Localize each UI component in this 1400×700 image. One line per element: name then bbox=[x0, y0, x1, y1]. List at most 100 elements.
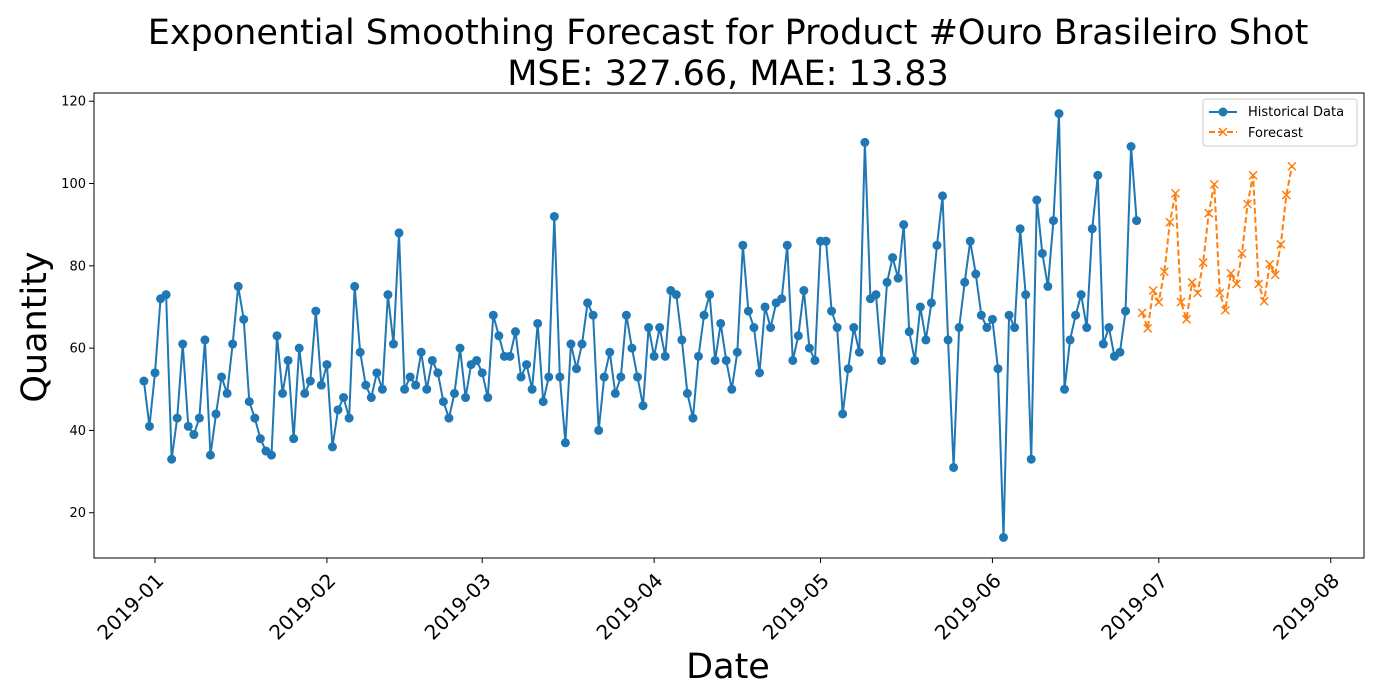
historical-point bbox=[510, 327, 520, 337]
historical-point bbox=[217, 372, 227, 382]
historical-point bbox=[377, 384, 387, 394]
historical-point bbox=[272, 331, 282, 341]
y-tick-label: 60 bbox=[69, 342, 86, 357]
historical-point bbox=[1026, 454, 1036, 464]
historical-point bbox=[527, 384, 537, 394]
historical-point bbox=[993, 364, 1003, 374]
historical-point bbox=[777, 294, 787, 304]
historical-point bbox=[1132, 216, 1142, 226]
x-axis-label: Date bbox=[686, 647, 770, 687]
forecast-point bbox=[1137, 308, 1147, 318]
historical-point bbox=[616, 372, 626, 382]
historical-point bbox=[549, 211, 559, 221]
historical-point bbox=[494, 331, 504, 341]
historical-point bbox=[694, 351, 703, 361]
historical-point bbox=[854, 347, 864, 357]
historical-point bbox=[422, 384, 432, 394]
x-axis: 2019-01 2019-02 2019-03 2019-04 2019-05 2019-… bbox=[92, 558, 1344, 645]
historical-point bbox=[671, 290, 681, 300]
legend-frame bbox=[1202, 98, 1358, 147]
forecast-point bbox=[1226, 268, 1236, 278]
historical-point bbox=[211, 409, 221, 419]
legend-historical-label: Historical Data bbox=[1248, 105, 1344, 120]
series-layer bbox=[139, 109, 1297, 542]
forecast-point bbox=[1270, 270, 1280, 280]
historical-point bbox=[266, 450, 276, 460]
forecast-point bbox=[1176, 297, 1186, 307]
x-tick-label: 2019-01 bbox=[92, 568, 168, 644]
historical-point bbox=[1076, 290, 1086, 300]
historical-point bbox=[638, 401, 648, 411]
historical-point bbox=[1048, 216, 1058, 226]
historical-point bbox=[250, 413, 260, 423]
historical-point bbox=[605, 347, 615, 357]
forecast-point bbox=[1220, 305, 1230, 315]
y-tick-label: 20 bbox=[69, 506, 86, 521]
y-axis-label: Quantity bbox=[15, 251, 55, 402]
historical-point bbox=[799, 286, 809, 296]
historical-point bbox=[477, 368, 487, 378]
historical-point bbox=[571, 364, 581, 374]
forecast-point bbox=[1204, 208, 1214, 218]
historical-point bbox=[544, 372, 554, 382]
historical-point bbox=[305, 376, 315, 386]
historical-point bbox=[283, 355, 293, 365]
historical-point bbox=[904, 327, 914, 337]
historical-point bbox=[1126, 142, 1136, 151]
forecast-point bbox=[1159, 267, 1169, 277]
historical-point bbox=[943, 335, 953, 345]
historical-point bbox=[838, 409, 848, 419]
historical-point bbox=[183, 421, 193, 431]
forecast-point bbox=[1287, 161, 1297, 171]
historical-point bbox=[699, 310, 709, 320]
historical-point bbox=[1060, 384, 1070, 394]
historical-point bbox=[383, 290, 393, 300]
y-tick-label: 80 bbox=[69, 259, 86, 274]
historical-point bbox=[766, 323, 776, 333]
legend-historical-marker bbox=[1218, 107, 1228, 117]
historical-point bbox=[632, 372, 642, 382]
historical-point bbox=[172, 413, 182, 423]
historical-point bbox=[433, 368, 443, 378]
historical-point bbox=[289, 434, 299, 444]
historical-point bbox=[1098, 339, 1108, 349]
chart-subtitle: MSE: 327.66, MAE: 13.83 bbox=[507, 54, 949, 94]
historical-point bbox=[987, 314, 997, 324]
historical-point bbox=[333, 405, 343, 415]
forecast-point bbox=[1181, 314, 1192, 324]
historical-point bbox=[627, 343, 637, 353]
historical-point bbox=[449, 388, 459, 398]
x-tick-label: 2019-07 bbox=[1096, 568, 1172, 644]
historical-point bbox=[405, 372, 415, 382]
y-tick-label: 100 bbox=[61, 177, 86, 192]
forecast-point bbox=[1231, 279, 1241, 289]
historical-point bbox=[621, 310, 631, 320]
historical-point bbox=[971, 269, 981, 279]
historical-point bbox=[782, 240, 792, 250]
x-tick-label: 2019-04 bbox=[591, 568, 667, 644]
historical-point bbox=[1121, 306, 1131, 316]
y-tick-label: 120 bbox=[61, 95, 86, 110]
historical-point bbox=[1082, 323, 1092, 333]
historical-point bbox=[999, 532, 1009, 542]
historical-point bbox=[538, 397, 548, 407]
historical-point bbox=[1087, 224, 1097, 234]
legend: Historical Data Forecast bbox=[1202, 98, 1358, 147]
forecast-line bbox=[1141, 166, 1293, 330]
historical-point bbox=[688, 413, 698, 423]
historical-point bbox=[921, 335, 931, 345]
historical-point bbox=[910, 355, 920, 365]
forecast-point bbox=[1209, 179, 1219, 189]
historical-point bbox=[938, 191, 948, 201]
historical-point bbox=[915, 302, 925, 312]
historical-point bbox=[566, 339, 576, 349]
historical-point bbox=[804, 343, 814, 353]
historical-point bbox=[322, 360, 332, 370]
historical-point bbox=[810, 355, 820, 365]
chart-title: Exponential Smoothing Forecast for Produ… bbox=[148, 13, 1309, 53]
forecast-point bbox=[1165, 217, 1175, 227]
forecast-point bbox=[1143, 323, 1153, 333]
historical-point bbox=[200, 335, 210, 345]
historical-point bbox=[1015, 224, 1025, 234]
historical-point bbox=[960, 277, 970, 287]
